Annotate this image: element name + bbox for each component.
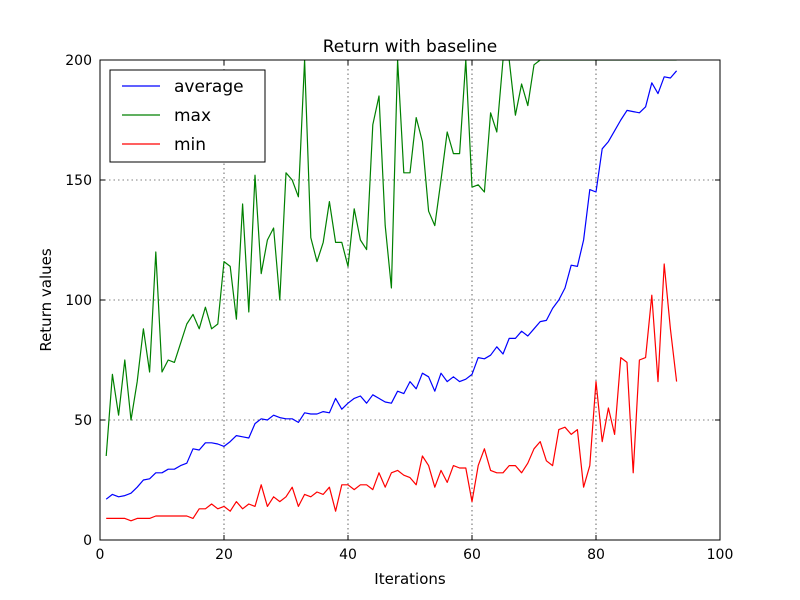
y-tick-label: 50 bbox=[74, 413, 92, 429]
legend-label-min: min bbox=[174, 135, 206, 155]
legend-box bbox=[109, 69, 266, 163]
legend-label-average: average bbox=[174, 77, 244, 97]
x-axis-title: Iterations bbox=[374, 570, 446, 588]
series-line-average bbox=[105, 70, 678, 500]
x-tick-label: 80 bbox=[587, 547, 605, 563]
y-tick-label: 0 bbox=[83, 533, 92, 549]
x-tick-label: 40 bbox=[339, 547, 357, 563]
x-tick-label: 0 bbox=[96, 547, 105, 563]
legend: average max min bbox=[109, 69, 266, 163]
series-lines bbox=[105, 60, 678, 522]
y-tick-label: 100 bbox=[65, 293, 92, 309]
x-tick-label: 100 bbox=[707, 547, 734, 563]
grid-lines bbox=[100, 60, 720, 540]
y-axis-title: Return values bbox=[37, 248, 55, 352]
x-tick-label: 20 bbox=[215, 547, 233, 563]
axis-ticks bbox=[99, 59, 721, 541]
series-line-max bbox=[105, 60, 677, 457]
tick-labels: 0 20 40 60 80 100 0 50 100 150 200 bbox=[65, 53, 733, 563]
y-tick-label: 200 bbox=[65, 53, 92, 69]
legend-label-max: max bbox=[174, 106, 211, 126]
series-line-min bbox=[106, 263, 678, 522]
x-tick-label: 60 bbox=[463, 547, 481, 563]
chart-title: Return with baseline bbox=[323, 37, 498, 57]
y-tick-label: 150 bbox=[65, 173, 92, 189]
